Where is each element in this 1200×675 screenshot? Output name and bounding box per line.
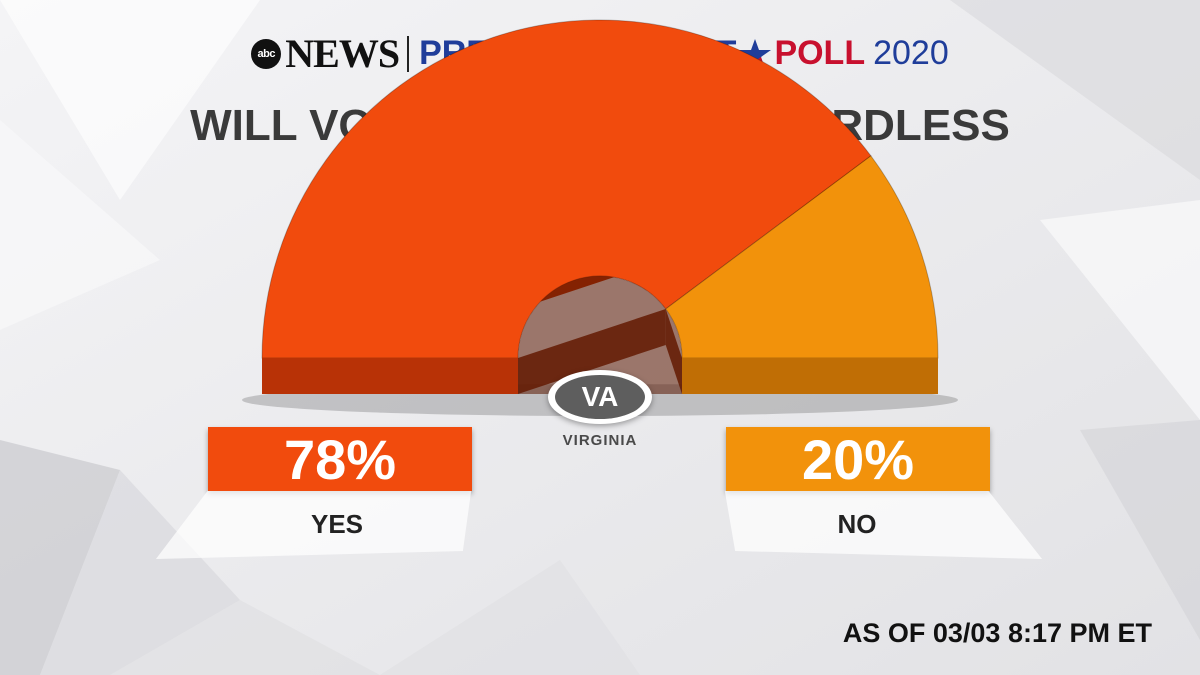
yes-percentage-box: 78% (208, 427, 472, 491)
state-abbreviation: VA (555, 375, 645, 419)
header-divider (407, 35, 410, 72)
yes-category-label: YES (310, 508, 364, 539)
gauge-base-left (262, 358, 518, 394)
state-name-label: VIRGINIA (562, 432, 638, 449)
poll-text: POLL (774, 34, 866, 72)
timestamp-footer: AS OF 03/03 8:17 PM ET (842, 618, 1152, 648)
no-percentage-box: 20% (726, 427, 990, 491)
no-label-plate (724, 491, 1043, 560)
gauge-base-right (682, 358, 938, 394)
news-wordmark: NEWS (285, 31, 400, 76)
state-badge: VA (548, 370, 652, 424)
abc-logo-icon: abc (251, 38, 282, 69)
yes-label-plate (155, 491, 472, 560)
gauge-hub (518, 276, 682, 394)
year-text: 2020 (873, 34, 949, 72)
no-category-label: NO (837, 508, 877, 539)
